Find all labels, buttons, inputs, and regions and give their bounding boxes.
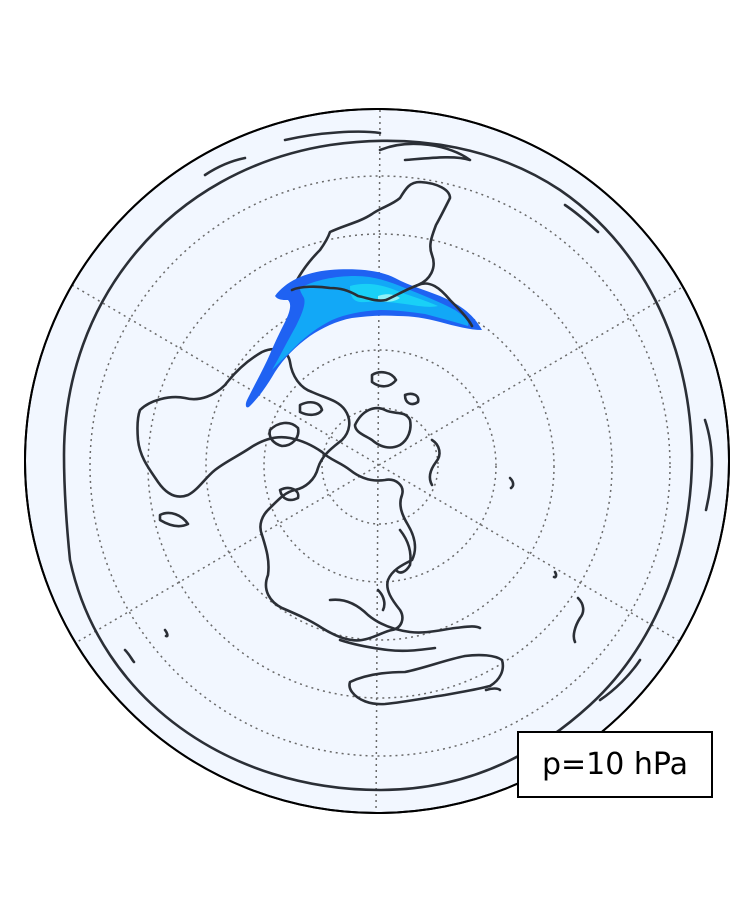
latitude-circle <box>89 175 671 757</box>
coastline-japan <box>394 528 412 574</box>
rim-coastlines <box>62 130 714 792</box>
meridian-line <box>71 284 687 646</box>
map-boundary <box>24 108 730 814</box>
graticule <box>71 109 687 813</box>
coastline-eurasia <box>136 348 417 642</box>
map-disc <box>24 108 730 814</box>
latitude-circle <box>205 291 555 641</box>
latitude-circle <box>263 349 497 583</box>
coastline-southeast-asia <box>328 598 482 634</box>
coastline-arctic-islands <box>353 406 412 449</box>
pressure-level-label: p=10 hPa <box>517 731 713 798</box>
latitude-circle <box>321 407 439 525</box>
coastline-australia <box>348 653 505 706</box>
coastline-africa <box>158 511 190 528</box>
continents <box>136 180 585 706</box>
coastline-indonesia <box>338 638 437 653</box>
latitude-circle <box>147 233 613 699</box>
